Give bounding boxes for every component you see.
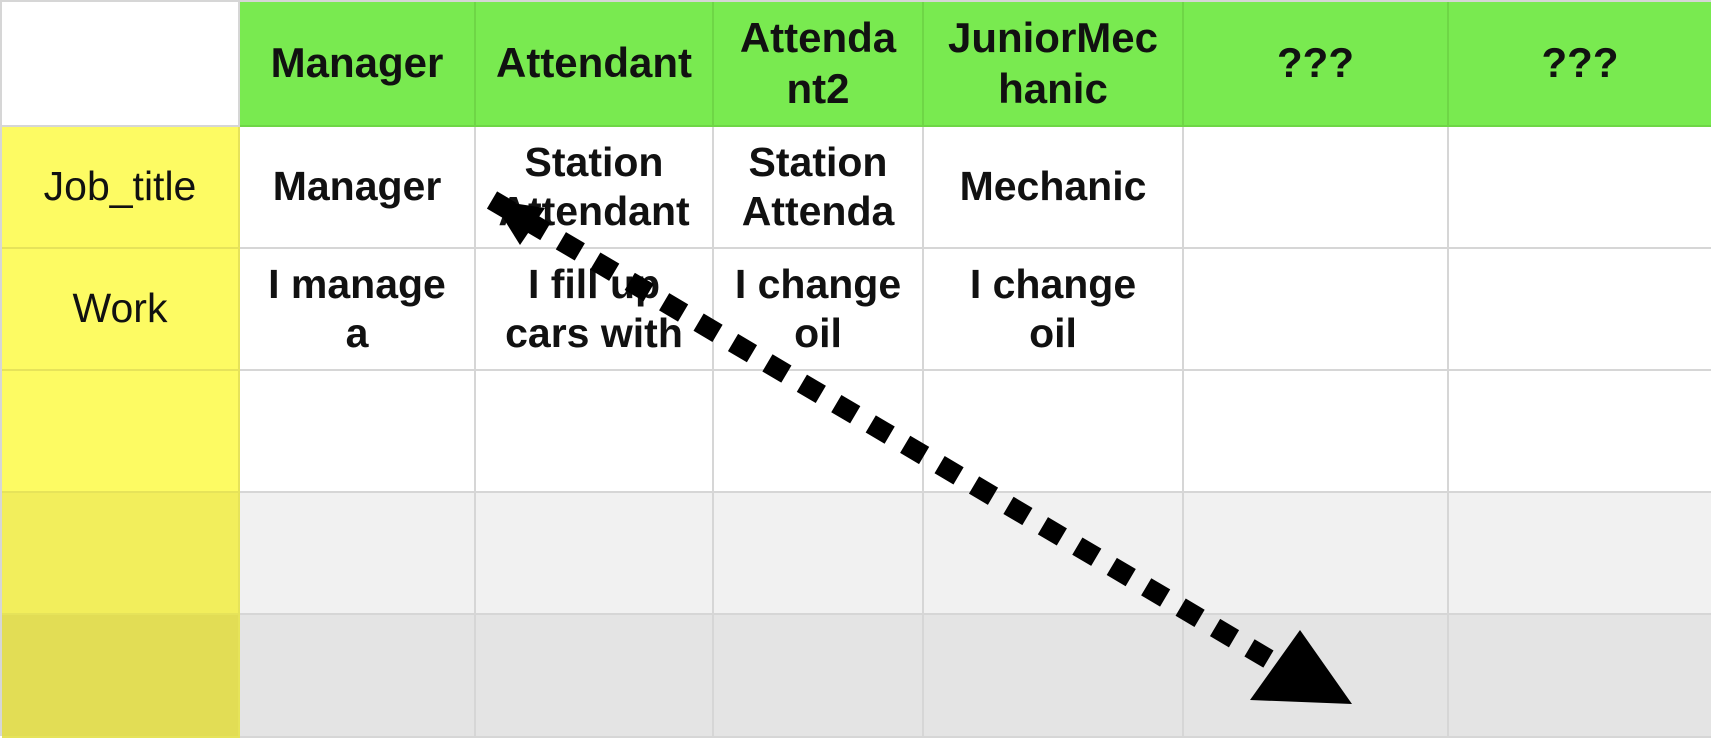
table-cell[interactable] <box>240 615 476 738</box>
table-cell[interactable] <box>714 493 924 615</box>
row-header-empty[interactable] <box>2 371 240 493</box>
table-cell[interactable] <box>924 615 1184 738</box>
table-cell[interactable]: Mechanic <box>924 127 1184 249</box>
table-cell[interactable]: I change oil <box>714 249 924 371</box>
table-cell[interactable] <box>924 493 1184 615</box>
column-header-manager[interactable]: Manager <box>240 2 476 127</box>
cell-text: I manage a <box>268 260 446 356</box>
header-label: Manager <box>270 39 444 87</box>
cell-text: Station Attendant <box>498 138 690 234</box>
column-header-attendant[interactable]: Attendant <box>476 2 714 127</box>
cell-text: I change oil <box>734 260 902 356</box>
table-cell[interactable] <box>1449 249 1711 371</box>
table-cell[interactable] <box>476 371 714 493</box>
table-cell[interactable] <box>1449 615 1711 738</box>
column-header-attendant2[interactable]: Attenda nt2 <box>714 2 924 127</box>
table-cell[interactable] <box>1184 615 1449 738</box>
table-cell[interactable] <box>714 615 924 738</box>
table-cell[interactable] <box>476 615 714 738</box>
row-label: Work <box>72 285 168 332</box>
row-header-empty[interactable] <box>2 493 240 615</box>
table-cell[interactable] <box>1449 493 1711 615</box>
header-label: Attendant <box>496 39 692 87</box>
row-label: Job_title <box>43 163 197 210</box>
cell-text: Manager <box>272 163 442 210</box>
table-cell[interactable]: Station Attendant <box>476 127 714 249</box>
table-cell[interactable]: Station Attenda <box>714 127 924 249</box>
header-label: JuniorMec hanic <box>947 14 1159 112</box>
row-header-job-title[interactable]: Job_title <box>2 127 240 249</box>
cell-text: I fill up cars with <box>505 260 683 356</box>
header-label: ??? <box>1541 39 1619 87</box>
table-cell[interactable] <box>240 371 476 493</box>
table-cell[interactable] <box>1184 249 1449 371</box>
column-header-unknown-1[interactable]: ??? <box>1184 2 1449 127</box>
header-label: ??? <box>1277 39 1354 87</box>
column-header-unknown-2[interactable]: ??? <box>1449 2 1711 127</box>
table-cell[interactable]: I manage a <box>240 249 476 371</box>
table-cell[interactable] <box>240 493 476 615</box>
row-header-empty[interactable] <box>2 615 240 738</box>
table-cell[interactable] <box>476 493 714 615</box>
table-cell[interactable]: I fill up cars with <box>476 249 714 371</box>
table-cell[interactable] <box>1449 127 1711 249</box>
table-cell[interactable] <box>714 371 924 493</box>
cell-text: I change oil <box>969 260 1137 356</box>
table-cell[interactable] <box>1449 371 1711 493</box>
header-label: Attenda nt2 <box>739 14 897 112</box>
table-cell[interactable] <box>1184 127 1449 249</box>
cell-text: Mechanic <box>959 163 1147 210</box>
cell-text: Station Attenda <box>741 138 895 234</box>
table-cell[interactable]: I change oil <box>924 249 1184 371</box>
table-cell[interactable] <box>1184 493 1449 615</box>
table-cell[interactable] <box>1184 371 1449 493</box>
corner-cell[interactable] <box>2 2 240 127</box>
row-header-work[interactable]: Work <box>2 249 240 371</box>
table-cell[interactable]: Manager <box>240 127 476 249</box>
table-cell[interactable] <box>924 371 1184 493</box>
column-header-junior-mechanic[interactable]: JuniorMec hanic <box>924 2 1184 127</box>
